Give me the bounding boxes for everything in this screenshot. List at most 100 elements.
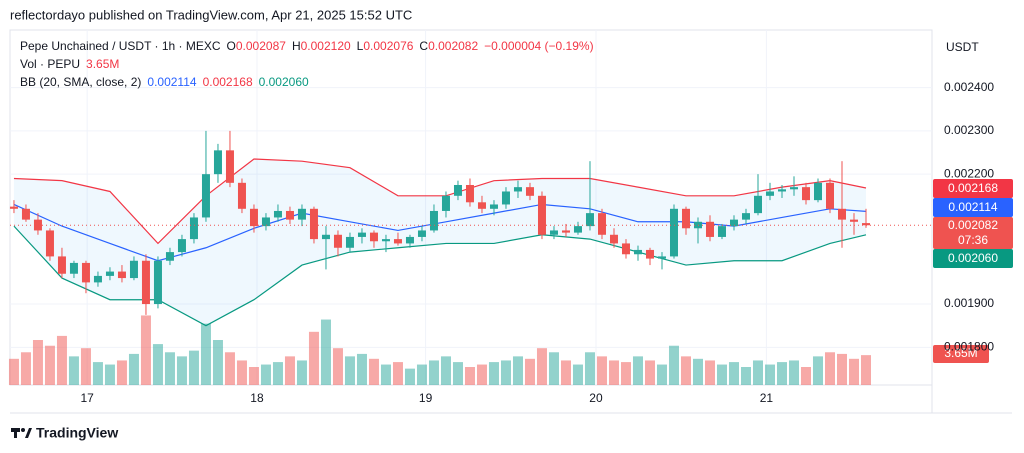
volume-bar xyxy=(560,360,571,385)
candle-body xyxy=(621,243,630,255)
candle-body xyxy=(501,191,510,205)
ohlc-value: 0.002087 xyxy=(236,39,286,53)
candle-body xyxy=(177,239,186,253)
volume-bar xyxy=(644,360,655,385)
volume-bar xyxy=(716,364,727,385)
volume-bar xyxy=(596,356,607,385)
candle-body xyxy=(669,208,678,257)
volume-bar xyxy=(200,323,211,385)
candle-body xyxy=(45,230,54,257)
volume-bar xyxy=(428,360,439,385)
volume-bar xyxy=(176,356,187,385)
candle-body xyxy=(333,234,342,248)
brand-logo xyxy=(11,428,32,438)
candle-body xyxy=(861,223,870,226)
candle-body xyxy=(489,204,498,209)
candle-body xyxy=(285,210,294,220)
volume-bar xyxy=(56,335,67,385)
volume-bar xyxy=(44,345,55,385)
candle-body xyxy=(633,249,642,255)
candle-body xyxy=(801,187,810,201)
volume-bar xyxy=(224,352,235,385)
candle-body xyxy=(321,234,330,240)
volume-bar xyxy=(272,362,283,385)
volume-bar xyxy=(128,353,139,385)
candle-body xyxy=(681,208,690,229)
volume-bar xyxy=(476,364,487,385)
candle-body xyxy=(405,236,414,244)
candle-body xyxy=(417,230,426,237)
volume-bar xyxy=(308,331,319,385)
candle-body xyxy=(453,184,462,196)
bb-legend: BB (20, SMA, close, 2) 0.002114 0.002168 0.… xyxy=(20,75,309,89)
publish-line: reflectordayo published on TradingView.c… xyxy=(10,7,412,22)
ohlc-key: L xyxy=(357,39,364,53)
candle-body xyxy=(309,208,318,240)
volume-bar xyxy=(80,348,91,385)
candle-body xyxy=(549,230,558,235)
candle-body xyxy=(21,208,30,220)
candle-body xyxy=(657,256,666,259)
candle-body xyxy=(81,262,90,283)
candle-body xyxy=(813,182,822,201)
countdown: 07:36 xyxy=(958,233,988,247)
y-tick-label: 0.001900 xyxy=(944,296,994,310)
candle-body xyxy=(381,239,390,242)
candle-body xyxy=(141,260,150,305)
volume-bar xyxy=(440,356,451,385)
volume-bar xyxy=(500,360,511,385)
ohlc-value: 0.002076 xyxy=(363,39,413,53)
x-tick-label: 17 xyxy=(80,391,94,405)
volume-bar xyxy=(8,358,19,385)
x-tick-label: 19 xyxy=(419,391,433,405)
volume-bar xyxy=(620,362,631,385)
volume-bar xyxy=(296,360,307,385)
volume-bar xyxy=(788,360,799,385)
volume-bar xyxy=(404,368,415,385)
volume-bar xyxy=(116,360,127,385)
volume-bar xyxy=(212,340,223,385)
volume-bar xyxy=(488,362,499,385)
candle-body xyxy=(777,189,786,192)
price-tag xyxy=(933,249,1013,268)
candle-body xyxy=(789,187,798,190)
volume-bar xyxy=(548,352,559,385)
candle-body xyxy=(645,249,654,259)
candle-body xyxy=(249,208,258,227)
volume-bar xyxy=(728,362,739,385)
candle-body xyxy=(369,232,378,242)
volume-bar xyxy=(152,344,163,385)
price-tag xyxy=(933,217,1013,249)
candle-body xyxy=(837,208,846,220)
volume-bar xyxy=(800,367,811,385)
candle-body xyxy=(345,236,354,248)
volume-bar xyxy=(368,358,379,385)
candle-body xyxy=(9,206,18,209)
candle-body xyxy=(477,202,486,209)
volume-bar xyxy=(20,352,31,385)
volume-bar xyxy=(692,358,703,385)
volume-bar xyxy=(284,356,295,385)
volume-tag-label: 3.65M xyxy=(944,346,977,360)
ohlc-key: O xyxy=(227,39,236,53)
candle-body xyxy=(573,226,582,233)
volume-bar xyxy=(68,356,79,385)
change: −0.000004 (−0.19%) xyxy=(484,39,593,53)
candle-body xyxy=(237,182,246,209)
volume-bar xyxy=(776,362,787,385)
volume-bar xyxy=(668,345,679,385)
y-tick-label: 0.001800 xyxy=(944,340,994,354)
bb-label: BB (20, SMA, close, 2) xyxy=(20,75,141,89)
candle-body xyxy=(189,217,198,240)
price-tag xyxy=(933,179,1013,198)
volume-bar xyxy=(824,352,835,385)
ohlc-value: 0.002082 xyxy=(428,39,478,53)
candle-body xyxy=(165,252,174,261)
candle-body xyxy=(441,195,450,211)
candle-body xyxy=(705,221,714,237)
volume-bar xyxy=(764,364,775,385)
candle-body xyxy=(153,260,162,305)
volume-bar xyxy=(860,355,871,385)
volume-bar xyxy=(164,352,175,385)
